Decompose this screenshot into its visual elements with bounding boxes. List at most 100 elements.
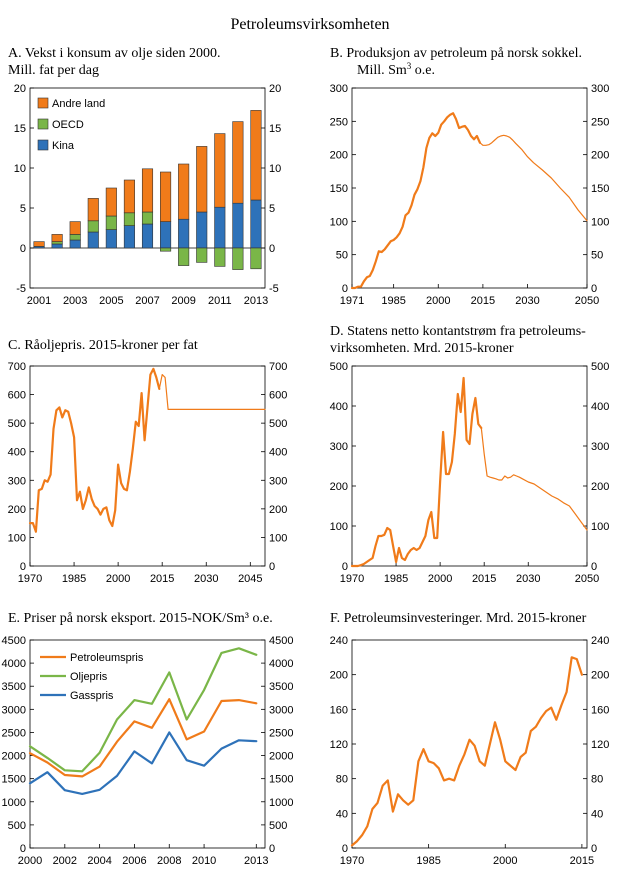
y-tick-label-left: 200 [330,481,348,493]
y-tick-label-right: 0 [269,561,275,573]
x-tick-label: 2015 [471,295,495,307]
y-tick-label-right: 250 [591,116,609,128]
y-tick-label-left: 300 [330,83,348,95]
x-tick-label: 1985 [62,573,86,585]
bar-andre-land [214,133,226,208]
y-tick-label-left: 500 [8,820,26,832]
y-tick-label-left: 200 [8,504,26,516]
bar-andre-land [232,121,244,204]
y-tick-label-left: 3000 [2,704,26,716]
y-tick-label-right: 100 [269,532,287,544]
y-tick-label-right: 200 [591,150,609,162]
y-tick-label-left: 10 [14,163,26,175]
legend-swatch [37,139,49,151]
x-tick-label: 2009 [171,295,195,307]
y-tick-label-left: 240 [330,635,348,647]
y-tick-label-right: 500 [269,820,287,832]
bar-kina [250,199,262,249]
y-tick-label-right: 120 [591,739,609,751]
y-tick-label-left: -5 [16,283,26,295]
bar-oecd [196,247,208,263]
y-tick-label-right: 40 [591,808,603,820]
page-title: Petroleumsvirksomheten [230,16,389,33]
y-tick-label-right: 0 [591,561,597,573]
bar-kina [196,211,208,249]
y-tick-label-left: 0 [20,243,26,255]
x-tick-label: 2008 [157,855,181,867]
x-tick-label: 2050 [575,295,599,307]
y-tick-label-right: 300 [591,83,609,95]
series-line-historisk [28,367,161,533]
y-tick-label-right: 100 [591,216,609,228]
series-line-historisk [350,112,481,290]
x-tick-label: 2006 [122,855,146,867]
x-tick-label: 1985 [381,295,405,307]
y-tick-label-right: 400 [269,447,287,459]
x-tick-label: 2004 [87,855,111,867]
bar-kina [105,229,117,249]
bar-oecd [160,247,172,252]
y-tick-label-left: 400 [330,401,348,413]
y-tick-label-right: 50 [591,250,603,262]
x-tick-label: 1970 [18,573,42,585]
y-tick-label-right: 0 [591,283,597,295]
y-tick-label-right: 1500 [269,774,293,786]
y-tick-label-left: 15 [14,123,26,135]
y-tick-label-left: 2500 [2,727,26,739]
y-tick-label-right: 700 [269,361,287,373]
y-tick-label-left: 300 [8,475,26,487]
bar-oecd [178,247,190,266]
y-tick-label-right: 5 [269,203,275,215]
y-tick-label-right: 0 [269,243,275,255]
y-tick-label-right: 200 [591,481,609,493]
x-tick-label: 2007 [135,295,159,307]
x-tick-label: 2010 [192,855,216,867]
x-tick-label: 2011 [208,295,232,307]
legend-label: Gasspris [70,690,114,702]
series-line-gasspris [28,731,258,796]
legend-label: Kina [52,140,75,152]
y-tick-label-left: 1500 [2,774,26,786]
plot-frame [29,365,266,567]
y-tick-label-right: 600 [269,390,287,402]
y-tick-label-left: 700 [8,361,26,373]
y-tick-label-right: 300 [591,441,609,453]
plot-frame [351,639,588,849]
x-tick-label: 1985 [416,855,440,867]
bar-andre-land [69,221,81,235]
y-tick-label-right: 80 [591,774,603,786]
x-tick-label: 2000 [428,573,452,585]
x-tick-label: 2030 [194,573,218,585]
y-tick-label-left: 0 [342,843,348,855]
x-tick-label: 2003 [63,295,87,307]
bar-andre-land [51,234,63,242]
y-tick-label-left: 40 [336,808,348,820]
x-tick-label: 2013 [244,295,268,307]
y-tick-label-right: 2500 [269,727,293,739]
x-tick-label: 2050 [575,573,599,585]
y-tick-label-left: 4500 [2,635,26,647]
y-tick-label-left: 3500 [2,681,26,693]
plot-frame [351,87,588,289]
panel-title-e: E. Priser på norsk eksport. 2015-NOK/Sm³… [8,611,273,626]
panel-c: C. Råoljepris. 2015-kroner per fat 0 0 100 1… [8,338,288,585]
x-tick-label: 1985 [384,573,408,585]
x-tick-label: 1971 [340,295,364,307]
x-tick-label: 2005 [99,295,123,307]
legend-label: Petroleumspris [70,652,144,664]
panel-e: E. Priser på norsk eksport. 2015-NOK/Sm³… [2,611,294,867]
y-tick-label-left: 4000 [2,658,26,670]
bar-kina [214,206,226,249]
y-tick-label-right: 10 [269,163,281,175]
y-tick-label-right: 300 [269,475,287,487]
bar-andre-land [141,168,154,213]
y-tick-label-right: 3000 [269,704,293,716]
y-tick-label-left: 100 [330,216,348,228]
bar-oecd [51,241,63,245]
bar-andre-land [178,163,190,220]
y-tick-label-left: 500 [330,361,348,373]
bar-andre-land [105,187,117,217]
y-tick-label-left: 250 [330,116,348,128]
bar-andre-land [87,198,99,222]
y-tick-label-right: 240 [591,635,609,647]
